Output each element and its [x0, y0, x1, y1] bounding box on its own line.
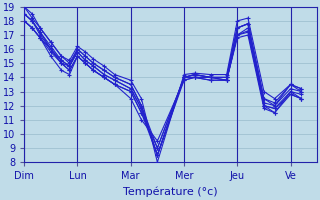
X-axis label: Température (°c): Température (°c) — [124, 187, 218, 197]
